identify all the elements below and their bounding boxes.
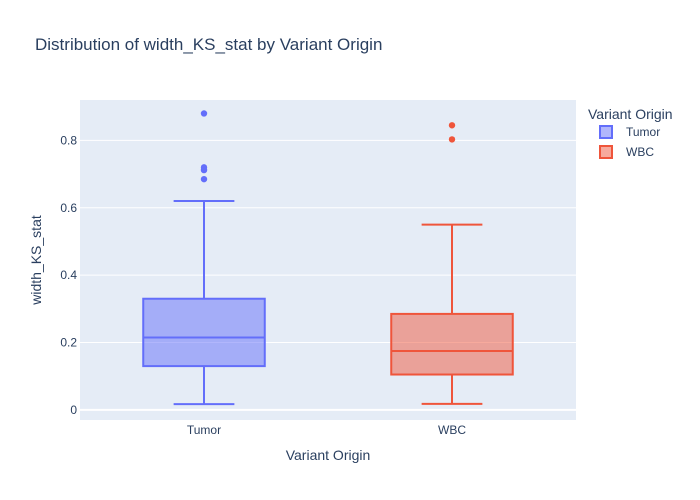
x-axis-title: Variant Origin [286,447,371,463]
legend-title: Variant Origin [588,106,673,122]
box-traces [142,110,514,406]
x-axis-ticks: Tumor WBC [187,423,466,437]
legend: Variant Origin Tumor WBC [588,106,673,159]
y-tick-label: 0.2 [60,336,77,350]
legend-swatch [599,125,613,139]
y-tick-label: 0.4 [60,268,77,282]
legend-swatch [599,145,613,159]
outlier-point [448,122,456,129]
chart-title: Distribution of width_KS_stat by Variant… [35,35,382,54]
interquartile-box [142,297,266,368]
outlier-point [448,136,456,143]
legend-item-tumor: Tumor [599,125,660,139]
y-tick-label: 0.8 [60,133,77,147]
y-tick-label: 0.6 [60,201,77,215]
box-trace-tumor [142,110,266,406]
legend-item-wbc: WBC [599,145,654,159]
legend-label: Tumor [626,125,660,139]
outlier-point [200,110,208,117]
box-trace-wbc [390,122,514,405]
y-axis-ticks: 0 0.2 0.4 0.6 0.8 [60,133,77,416]
interquartile-box [390,312,514,376]
y-axis-title: width_KS_stat [28,215,44,306]
outlier-point [200,164,208,171]
legend-label: WBC [626,145,654,159]
outlier-point [200,175,208,183]
x-tick-label: Tumor [187,423,221,437]
y-tick-label: 0 [70,403,77,417]
x-tick-label: WBC [438,423,466,437]
